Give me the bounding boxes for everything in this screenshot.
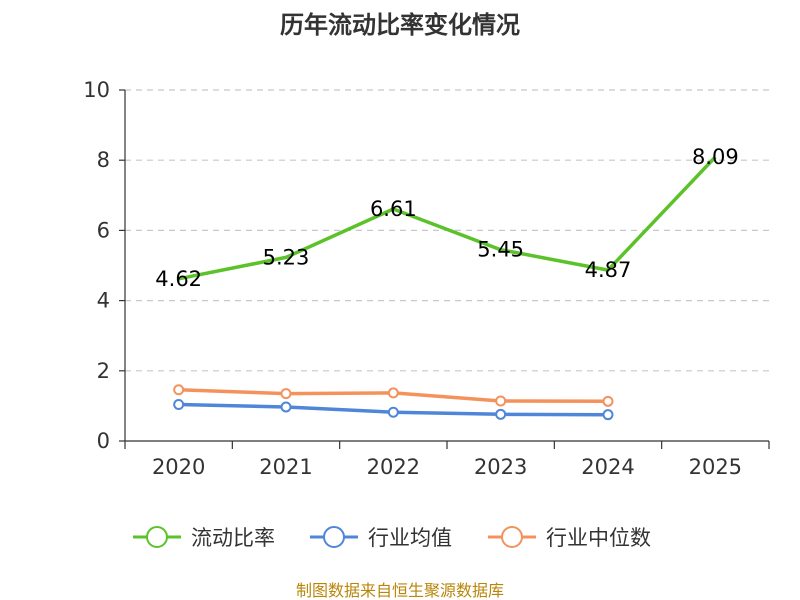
data-point <box>173 398 185 410</box>
legend-label: 行业中位数 <box>546 526 651 550</box>
series-line-0 <box>178 155 717 281</box>
data-label: 4.87 <box>585 258 632 282</box>
data-label: 5.23 <box>263 245 310 269</box>
legend-marker <box>501 526 523 548</box>
legend-item-2[interactable]: 行业中位数 <box>488 526 651 550</box>
y-tick-label: 0 <box>97 429 110 453</box>
y-tick-label: 4 <box>97 289 110 313</box>
data-labels: 4.62 5.23 6.61 5.45 4.87 8.09 <box>155 145 738 291</box>
legend-label: 流动比率 <box>191 526 275 550</box>
series-group <box>173 155 717 421</box>
data-point <box>602 395 614 407</box>
y-tick-label: 6 <box>97 218 110 242</box>
data-label: 8.09 <box>692 145 739 169</box>
y-tick-label: 2 <box>97 359 110 383</box>
axes: 0 2 4 6 8 10 2020 2021 2022 2023 2024 2025 <box>83 78 770 479</box>
data-label: 6.61 <box>370 197 417 221</box>
legend-item-0[interactable]: 流动比率 <box>133 526 275 550</box>
data-label: 4.62 <box>155 267 202 291</box>
data-point <box>602 409 614 421</box>
x-tick-label: 2023 <box>474 455 527 479</box>
data-point <box>280 401 292 413</box>
data-point <box>387 387 399 399</box>
y-tick-label: 8 <box>97 148 110 172</box>
x-tick-label: 2025 <box>689 455 742 479</box>
chart-title: 历年流动比率变化情况 <box>280 11 520 39</box>
x-tick-label: 2022 <box>367 455 420 479</box>
x-tick-label: 2021 <box>259 455 312 479</box>
y-tick-label: 10 <box>83 78 110 102</box>
legend-item-1[interactable]: 行业均值 <box>310 526 452 550</box>
data-point <box>495 395 507 407</box>
x-tick-label: 2020 <box>152 455 205 479</box>
data-point <box>387 406 399 418</box>
data-point <box>173 384 185 396</box>
data-point <box>495 408 507 420</box>
legend-label: 行业均值 <box>368 526 452 550</box>
legend: 流动比率 行业均值 行业中位数 <box>133 526 651 550</box>
legend-marker <box>323 526 345 548</box>
x-tick-label: 2024 <box>581 455 634 479</box>
data-point <box>280 388 292 400</box>
legend-marker <box>146 526 168 548</box>
data-label: 5.45 <box>477 238 524 262</box>
source-footer: 制图数据来自恒生聚源数据库 <box>296 581 504 600</box>
